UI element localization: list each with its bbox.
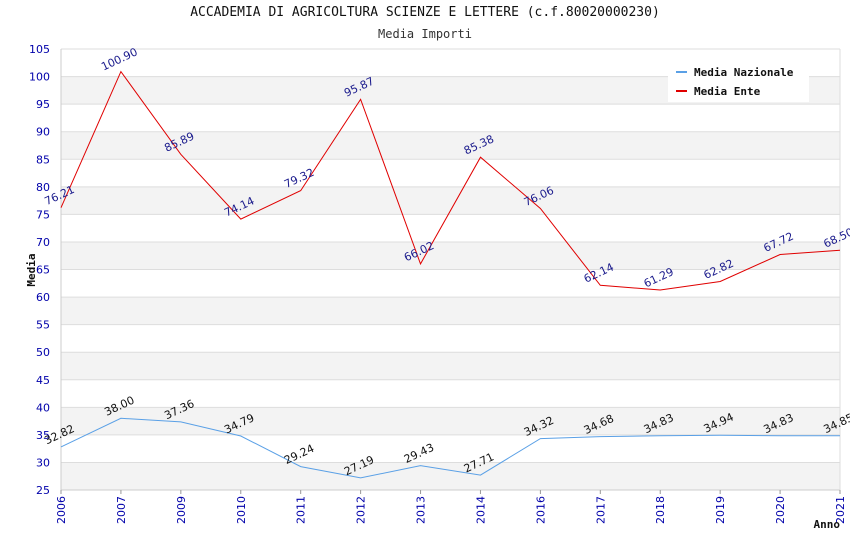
y-tick-label: 80 (36, 181, 50, 194)
series-line-1 (60, 417, 841, 479)
y-tick-label: 90 (36, 126, 50, 139)
x-tick-labels: 2006 2007 2009 2010 2011 2012 2013 2014 2016 2017… (55, 490, 847, 524)
y-axis-label: Media (25, 253, 38, 286)
grid-lines (61, 48, 840, 491)
legend-label: Media Nazionale (694, 66, 794, 79)
y-tick-label: 40 (36, 401, 50, 414)
x-tick-label: 2011 (295, 496, 308, 524)
y-tick-label: 30 (36, 456, 50, 469)
x-tick-label: 2016 (534, 496, 547, 524)
y-tick-label: 45 (36, 374, 50, 387)
series-line-2 (60, 70, 841, 291)
x-tick-label: 2006 (55, 496, 68, 524)
chart-subtitle: Media Importi (378, 27, 472, 41)
x-tick-label: 2019 (714, 496, 727, 524)
grid-band (61, 241, 840, 270)
x-axis-label: Anno (814, 518, 841, 531)
grid-band (61, 131, 840, 160)
axes (60, 49, 841, 491)
legend: Media Nazionale Media Ente (668, 60, 809, 102)
x-tick-label: 2010 (235, 496, 248, 524)
x-tick-label: 2017 (594, 496, 607, 524)
y-tick-label: 85 (36, 153, 50, 166)
grid-band (61, 104, 840, 132)
y-tick-labels: 25 30 35 40 45 50 55 60 65 70 75 80 85 90 95 100 105 (29, 43, 50, 497)
x-tick-label: 2012 (355, 496, 368, 524)
grid-band (61, 297, 840, 325)
x-tick-label: 2007 (115, 496, 128, 524)
x-tick-label: 2021 (834, 496, 847, 524)
grid-band (61, 324, 840, 353)
grid-band (61, 352, 840, 380)
grid-band (61, 407, 840, 435)
grid-bands (61, 49, 840, 490)
y-tick-label: 105 (29, 43, 50, 56)
grid-band (61, 462, 840, 490)
legend-box (668, 60, 809, 102)
y-tick-label: 65 (36, 264, 50, 277)
chart-title: ACCADEMIA DI AGRICOLTURA SCIENZE E LETTE… (190, 5, 660, 20)
series-lines (60, 70, 841, 479)
y-tick-label: 35 (36, 429, 50, 442)
y-tick-label: 50 (36, 346, 50, 359)
y-tick-label: 25 (36, 484, 50, 497)
y-tick-label: 70 (36, 236, 50, 249)
legend-label: Media Ente (694, 85, 761, 98)
x-tick-label: 2013 (415, 496, 428, 524)
grid-band (61, 379, 840, 408)
y-tick-label: 55 (36, 319, 50, 332)
x-tick-label: 2009 (175, 496, 188, 524)
x-tick-label: 2014 (474, 496, 487, 524)
grid-band (61, 159, 840, 187)
y-tick-label: 60 (36, 291, 50, 304)
y-tick-label: 95 (36, 98, 50, 111)
y-tick-label: 75 (36, 208, 50, 221)
grid-band (61, 434, 840, 463)
x-tick-label: 2020 (774, 496, 787, 524)
x-tick-label: 2018 (654, 496, 667, 524)
y-tick-label: 100 (29, 71, 50, 84)
grid-band (61, 214, 840, 242)
